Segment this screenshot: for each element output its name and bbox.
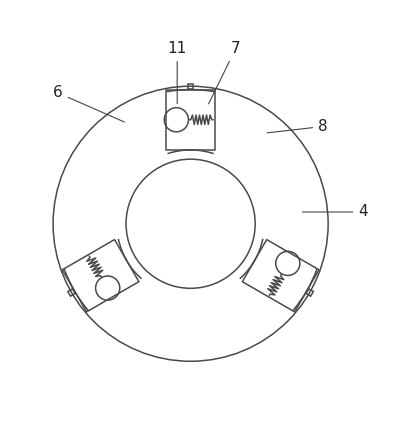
Text: 4: 4 [302, 204, 368, 220]
Text: 6: 6 [53, 85, 124, 122]
Text: 7: 7 [209, 41, 240, 104]
Text: 8: 8 [267, 119, 328, 134]
Text: 11: 11 [168, 41, 187, 103]
